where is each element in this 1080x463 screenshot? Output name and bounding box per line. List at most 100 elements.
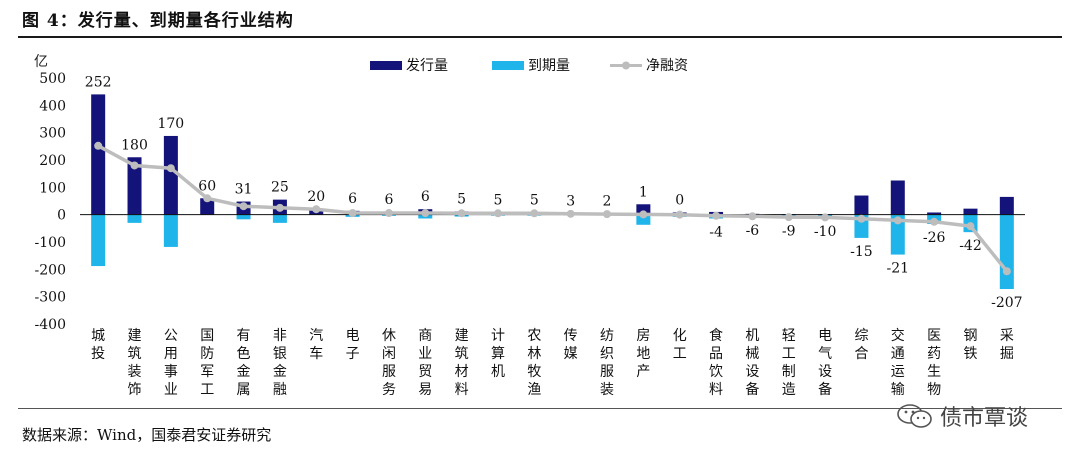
legend-net-financing-label: 净融资: [646, 58, 688, 74]
figure-title: 图 4：发行量、到期量各行业结构: [22, 11, 294, 31]
net-financing-data-label: 6: [421, 189, 430, 205]
wechat-icon: [897, 404, 932, 428]
net-financing-point: [130, 161, 139, 170]
net-financing-data-label: 252: [85, 74, 112, 90]
net-financing-point: [312, 205, 321, 214]
chart: 亿 发行量 到期量 净融资 5004003002001000-100-200-300…: [34, 54, 1025, 398]
x-category-label: 轻工制造: [782, 328, 796, 398]
legend-maturity-label: 到期量: [528, 58, 570, 74]
net-financing-point: [603, 210, 612, 219]
net-financing-data-label: 60: [198, 178, 216, 194]
legend-issuance-label: 发行量: [406, 58, 448, 74]
net-financing-data-label: 5: [494, 192, 503, 208]
net-financing-point: [203, 194, 212, 203]
bar-issuance: [999, 196, 1014, 215]
bar-maturity: [127, 214, 142, 223]
legend-maturity-swatch: [492, 61, 524, 70]
net-financing-data-label: -15: [850, 244, 873, 260]
net-financing-data-label: 5: [457, 191, 466, 207]
net-financing-point: [421, 209, 430, 218]
net-financing-point: [94, 141, 103, 150]
bar-maturity: [272, 214, 287, 223]
legend-issuance-swatch: [370, 61, 402, 70]
y-tick-label: 500: [39, 71, 66, 87]
net-financing-data-label: -207: [991, 295, 1022, 311]
net-financing-data-label: -26: [923, 230, 946, 246]
x-category-label: 汽车: [309, 328, 323, 362]
net-financing-point: [348, 209, 357, 218]
net-financing-data-label: 5: [530, 192, 539, 208]
x-category-label: 休闲服务: [382, 328, 396, 398]
bar-issuance: [163, 135, 178, 215]
x-category-label: 钢铁: [963, 328, 977, 362]
x-category-label: 建筑材料: [455, 328, 469, 398]
bar-maturity: [91, 214, 106, 267]
bar-maturity: [636, 214, 651, 225]
x-category-label: 综合: [854, 328, 868, 362]
net-financing-point: [639, 210, 648, 219]
net-financing-data-label: 3: [566, 193, 575, 209]
net-financing-data-label: 170: [157, 116, 184, 132]
legend: 发行量 到期量 净融资: [370, 58, 688, 74]
y-tick-label: 0: [57, 208, 66, 224]
legend-net-financing-marker: [622, 61, 630, 70]
net-financing-point: [712, 211, 721, 220]
y-tick-label: 300: [39, 126, 66, 142]
net-financing-point: [275, 203, 284, 212]
net-financing-data-label: 20: [307, 189, 325, 205]
net-financing-data-label: -4: [709, 224, 723, 240]
net-financing-point: [457, 209, 466, 218]
net-financing-point: [166, 164, 175, 173]
bar-issuance: [127, 157, 142, 215]
net-financing-point: [821, 213, 830, 222]
x-category-label: 商业贸易: [418, 328, 432, 398]
bar-issuance: [927, 212, 942, 215]
net-financing-data-label: 6: [348, 191, 357, 207]
y-axis: 500 400 300 200 100 0 -100 -200 -300 -400: [35, 71, 66, 333]
x-category-label: 采掘: [1000, 328, 1014, 362]
x-category-label: 计算机: [491, 328, 505, 380]
bar-issuance: [91, 94, 106, 215]
net-financing-point: [784, 213, 793, 222]
net-financing-data-label: 25: [271, 180, 289, 196]
net-financing-point: [675, 210, 684, 219]
source-note: 数据来源：Wind，国泰君安证券研究: [22, 426, 272, 444]
x-category-label: 国防军工: [200, 328, 214, 398]
y-tick-label: -300: [35, 290, 66, 306]
bar-issuance: [854, 195, 869, 215]
net-financing-data-label: -42: [959, 238, 982, 254]
net-financing-data-label: 2: [603, 194, 612, 210]
x-category-label: 有色金属: [237, 328, 251, 398]
net-financing-point: [493, 209, 502, 218]
x-category-label: 交通运输: [891, 327, 905, 398]
bar-maturity: [890, 214, 905, 255]
net-financing-point: [530, 209, 539, 218]
net-financing-data-label: 0: [675, 192, 684, 208]
bar-issuance: [963, 208, 978, 215]
y-tick-label: 400: [39, 98, 66, 114]
bar-maturity: [999, 214, 1014, 290]
x-category-label: 传媒: [564, 328, 578, 362]
net-financing-point: [893, 216, 902, 225]
net-financing-point: [566, 209, 575, 218]
x-category-label: 城投: [91, 328, 105, 362]
net-financing-point: [748, 212, 757, 221]
net-financing-point: [966, 222, 975, 231]
net-financing-data-label: 1: [639, 184, 648, 200]
y-tick-label: -100: [35, 235, 66, 251]
x-category-label: 机械设备: [745, 328, 759, 398]
net-financing-data-label: 6: [384, 192, 393, 208]
net-financing-point: [1002, 267, 1011, 276]
bar-maturity: [236, 214, 251, 220]
bar-issuance: [890, 180, 905, 215]
y-tick-label: -200: [35, 262, 66, 278]
x-category-label: 医药生物: [927, 328, 941, 398]
net-financing-data-label: -9: [782, 224, 796, 240]
net-financing-point: [384, 209, 393, 218]
y-axis-unit-label: 亿: [34, 54, 48, 70]
bar-maturity: [163, 214, 178, 247]
top-rule: [18, 36, 1062, 38]
x-category-label: 公用事业: [164, 328, 178, 398]
